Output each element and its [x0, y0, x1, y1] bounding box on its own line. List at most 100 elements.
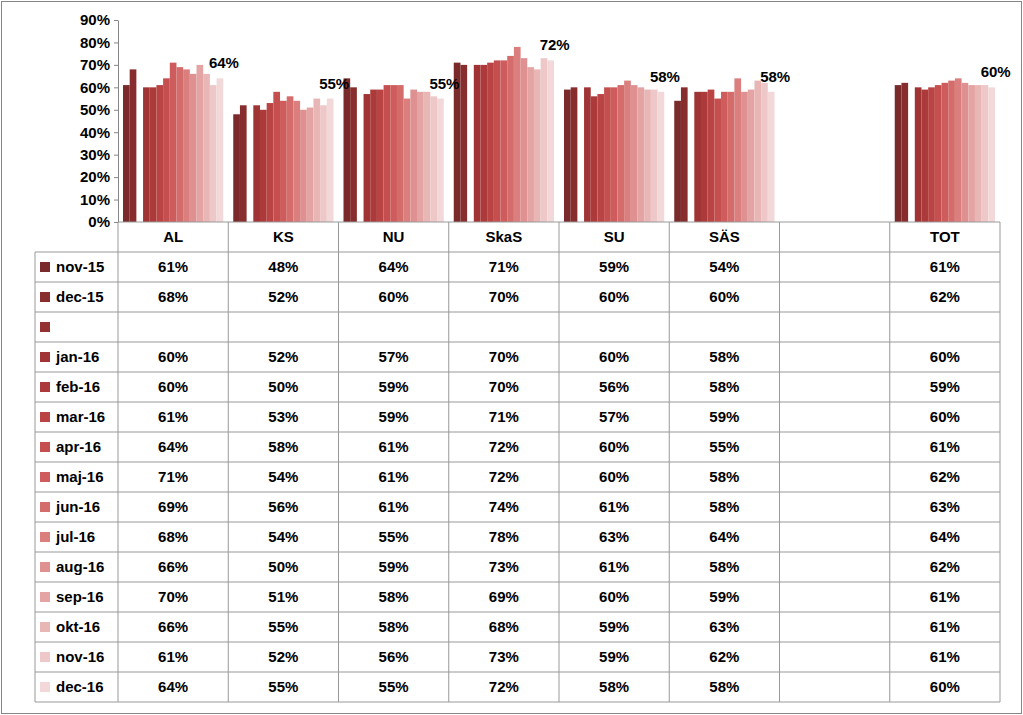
legend-marker	[40, 622, 50, 632]
table-cell: 48%	[268, 258, 298, 275]
bar	[163, 78, 170, 222]
table-cell: 54%	[709, 258, 739, 275]
table-line	[35, 432, 1000, 433]
y-tick-mark	[114, 155, 118, 156]
bar	[176, 67, 183, 222]
bar	[293, 101, 300, 222]
bar	[975, 85, 982, 222]
bar	[541, 58, 548, 222]
bar	[948, 81, 955, 222]
y-tick-label: 10%	[80, 191, 110, 208]
bar	[410, 90, 417, 222]
category-label: KS	[273, 228, 294, 245]
bar	[988, 87, 995, 222]
bar	[390, 85, 397, 222]
y-tick-label: 80%	[80, 34, 110, 51]
table-cell: 60%	[158, 378, 188, 395]
table-line	[1000, 222, 1001, 702]
table-cell: 55%	[268, 618, 298, 635]
table-cell: 71%	[489, 408, 519, 425]
table-cell: 52%	[268, 348, 298, 365]
y-tick-label: 60%	[80, 79, 110, 96]
legend-marker	[40, 682, 50, 692]
table-cell: 55%	[379, 528, 409, 545]
category-label: TOT	[930, 228, 960, 245]
bar-series	[143, 65, 921, 222]
chart: 0%10%20%30%40%50%60%70%80%90%64%55%55%72…	[0, 0, 1023, 715]
bar	[273, 92, 280, 222]
table-cell: 69%	[489, 588, 519, 605]
table-cell: 58%	[709, 678, 739, 695]
table-cell: 61%	[158, 258, 188, 275]
table-cell: 52%	[268, 648, 298, 665]
bar	[658, 92, 665, 222]
bar	[721, 92, 728, 222]
legend-marker	[40, 352, 50, 362]
table-cell: 66%	[158, 558, 188, 575]
table-cell: 57%	[379, 348, 409, 365]
legend-label: okt-16	[56, 618, 100, 635]
bar	[217, 78, 224, 222]
table-cell: 73%	[489, 648, 519, 665]
bar	[130, 69, 137, 222]
bar	[280, 101, 287, 222]
bar	[741, 92, 748, 222]
table-cell: 59%	[709, 408, 739, 425]
bar	[681, 87, 688, 222]
table-cell: 60%	[709, 288, 739, 305]
bar-series	[150, 65, 928, 222]
bar	[714, 99, 721, 222]
table-cell: 60%	[599, 588, 629, 605]
bar	[651, 90, 658, 222]
table-cell: 63%	[599, 528, 629, 545]
table-cell: 59%	[709, 588, 739, 605]
bar	[611, 87, 618, 222]
table-line	[779, 222, 780, 702]
bar	[313, 99, 320, 222]
table-cell: 50%	[268, 378, 298, 395]
table-cell: 63%	[930, 498, 960, 515]
table-cell: 78%	[489, 528, 519, 545]
table-line	[228, 222, 229, 702]
table-cell: 59%	[930, 378, 960, 395]
bar-series	[210, 58, 988, 222]
bar	[430, 96, 437, 222]
bar	[915, 87, 922, 222]
bar-series	[170, 60, 948, 222]
y-tick: 90%	[80, 11, 118, 28]
y-axis-line	[118, 21, 119, 223]
bar-series	[163, 60, 941, 222]
bar	[547, 60, 554, 222]
bar	[344, 78, 351, 222]
bar	[631, 85, 638, 222]
table-cell: 60%	[930, 408, 960, 425]
legend-marker	[40, 292, 50, 302]
table-cell: 61%	[379, 438, 409, 455]
table-cell: 68%	[489, 618, 519, 635]
bar	[240, 105, 247, 222]
table-line	[35, 342, 1000, 343]
y-tick-mark	[114, 87, 118, 88]
table-cell: 59%	[599, 258, 629, 275]
table-cell: 54%	[268, 528, 298, 545]
data-label: 58%	[650, 68, 680, 85]
bar	[895, 85, 902, 222]
table-line	[35, 462, 1000, 463]
y-tick: 20%	[80, 168, 118, 185]
bar	[417, 92, 424, 222]
bar	[501, 60, 508, 222]
y-tick-label: 40%	[80, 124, 110, 141]
bar	[527, 67, 534, 222]
data-labels: 64%55%55%72%58%58%60%	[209, 36, 1011, 91]
bar	[754, 81, 761, 222]
legend-label: jun-16	[55, 498, 100, 515]
legend-label: mar-16	[56, 408, 105, 425]
bar	[728, 92, 735, 222]
bar	[370, 90, 377, 222]
table-cell: 59%	[379, 558, 409, 575]
table-cell: 70%	[489, 288, 519, 305]
table-line	[118, 222, 119, 702]
y-tick-mark	[114, 132, 118, 133]
table-cell: 64%	[930, 528, 960, 545]
y-tick-mark	[114, 65, 118, 66]
